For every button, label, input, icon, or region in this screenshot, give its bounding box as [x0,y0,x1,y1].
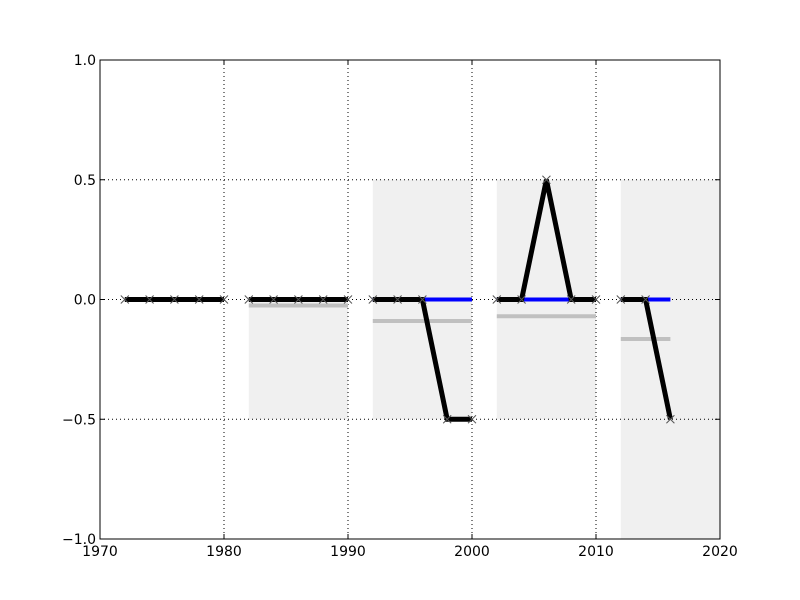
values-marker-3-4 [442,414,452,424]
shaded-regions [248,179,720,539]
values-marker-4-5 [591,295,601,304]
values-marker-1-1 [120,295,130,304]
values-marker-4-1 [492,295,502,304]
values-marker-3-5 [467,414,477,424]
values-marker-3-1 [368,295,378,304]
x-tick-label-2: 1980 [206,544,242,560]
values-marker-1-5 [219,295,229,304]
values-marker-3-2 [393,295,402,304]
values-marker-4-4 [566,295,576,304]
x-tick-label-5: 2010 [578,544,614,560]
series-group [120,175,675,424]
shaded-region-1 [248,299,348,420]
y-tick-label-5: 1.0 [74,53,96,69]
y-tick-label-2: −0.5 [62,412,96,428]
values-marker-3-3 [418,295,427,304]
values-marker-1-2 [145,295,154,304]
grid-lines [100,60,720,539]
values-marker-4-2 [517,295,526,304]
values-marker-4-3 [542,175,551,185]
values-marker-2-3 [294,295,303,304]
values-marker-5-1 [616,295,626,304]
values-marker-2-5 [343,295,353,304]
values-marker-5-2 [641,295,650,304]
tick-marks [99,59,721,540]
values-marker-2-2 [269,295,278,304]
x-tick-label-6: 2020 [702,544,738,560]
y-tick-label-1: −1.0 [62,532,96,548]
x-tick-label-1: 1970 [82,544,118,560]
y-tick-labels: −1.0 −0.5 0.0 0.5 1.0 [62,53,96,548]
x-tick-label-3: 1990 [330,544,366,560]
y-tick-label-4: 0.5 [74,173,96,189]
values-marker-1-4 [194,295,204,304]
values-marker-2-4 [318,295,328,304]
values-marker-5-3 [666,414,675,424]
x-tick-labels: 1970 1980 1990 2000 2010 2020 [82,544,738,560]
shaded-region-4 [620,179,720,539]
values-marker-2-1 [244,295,254,304]
y-tick-label-3: 0.0 [74,293,96,309]
x-tick-label-4: 2000 [454,544,490,560]
values-marker-1-3 [170,295,179,304]
